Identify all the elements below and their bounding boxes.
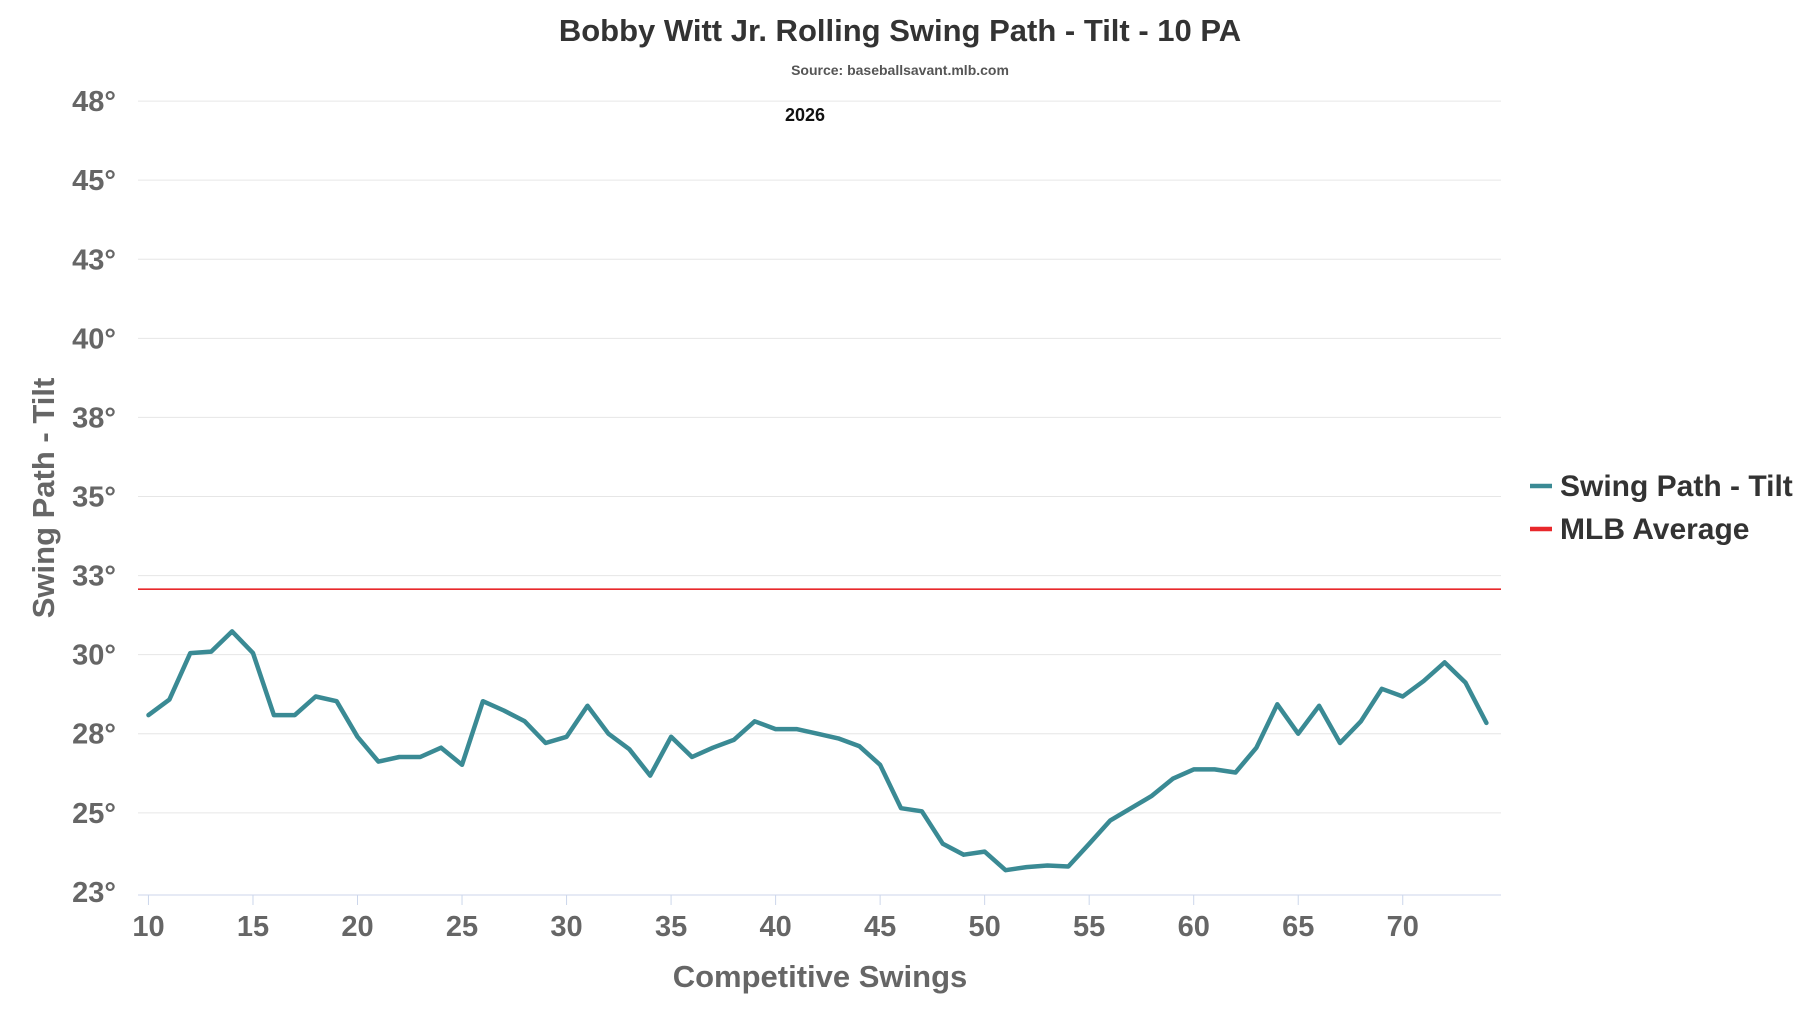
y-tick-label: 25° bbox=[72, 798, 116, 830]
x-tick-label: 50 bbox=[969, 911, 1001, 943]
x-tick-label: 15 bbox=[237, 911, 269, 943]
x-axis-label: Competitive Swings bbox=[673, 959, 968, 994]
series-group bbox=[138, 588, 1501, 873]
x-tick-label: 70 bbox=[1387, 911, 1419, 943]
x-tick-label: 45 bbox=[864, 911, 896, 943]
chart-title: Bobby Witt Jr. Rolling Swing Path - Tilt… bbox=[559, 13, 1241, 48]
y-tick-label: 45° bbox=[72, 165, 116, 197]
legend-label: Swing Path - Tilt bbox=[1560, 470, 1793, 503]
x-tick-label: 20 bbox=[341, 911, 373, 943]
x-tick-label: 10 bbox=[132, 911, 164, 943]
x-tick-label: 65 bbox=[1282, 911, 1314, 943]
legend-label: MLB Average bbox=[1560, 513, 1750, 546]
x-tick-label: 40 bbox=[759, 911, 791, 943]
gridlines bbox=[138, 100, 1501, 814]
y-tick-label: 35° bbox=[72, 482, 116, 514]
y-tick-label: 43° bbox=[72, 244, 116, 276]
y-tick-label: 23° bbox=[72, 877, 116, 909]
y-axis-label: Swing Path - Tilt bbox=[26, 378, 61, 619]
legend: Swing Path - Tilt MLB Average bbox=[1530, 470, 1793, 546]
y-tick-label: 30° bbox=[72, 640, 116, 672]
x-tick-label: 60 bbox=[1178, 911, 1210, 943]
x-tick-label: 35 bbox=[655, 911, 687, 943]
y-tick-label: 33° bbox=[72, 561, 116, 593]
x-axis-ticks: 10 15 20 25 30 35 40 45 50 55 60 65 70 bbox=[132, 895, 1419, 943]
y-axis-ticks: 23° 25° 28° 30° 33° 35° 38° 40° 43° 45° 48° bbox=[72, 86, 116, 909]
y-tick-label: 38° bbox=[72, 402, 116, 434]
year-annotation: 2026 bbox=[785, 105, 825, 125]
y-tick-label: 48° bbox=[72, 86, 116, 118]
y-tick-label: 40° bbox=[72, 323, 116, 355]
y-tick-label: 28° bbox=[72, 719, 116, 751]
x-tick-label: 30 bbox=[550, 911, 582, 943]
chart-subtitle: Source: baseballsavant.mlb.com bbox=[791, 62, 1009, 78]
legend-item-mlb-average[interactable]: MLB Average bbox=[1530, 513, 1750, 546]
legend-item-swing-path-tilt[interactable]: Swing Path - Tilt bbox=[1530, 470, 1793, 503]
x-tick-label: 25 bbox=[446, 911, 478, 943]
swing-path-tilt-line bbox=[146, 629, 1489, 873]
x-tick-label: 55 bbox=[1073, 911, 1105, 943]
